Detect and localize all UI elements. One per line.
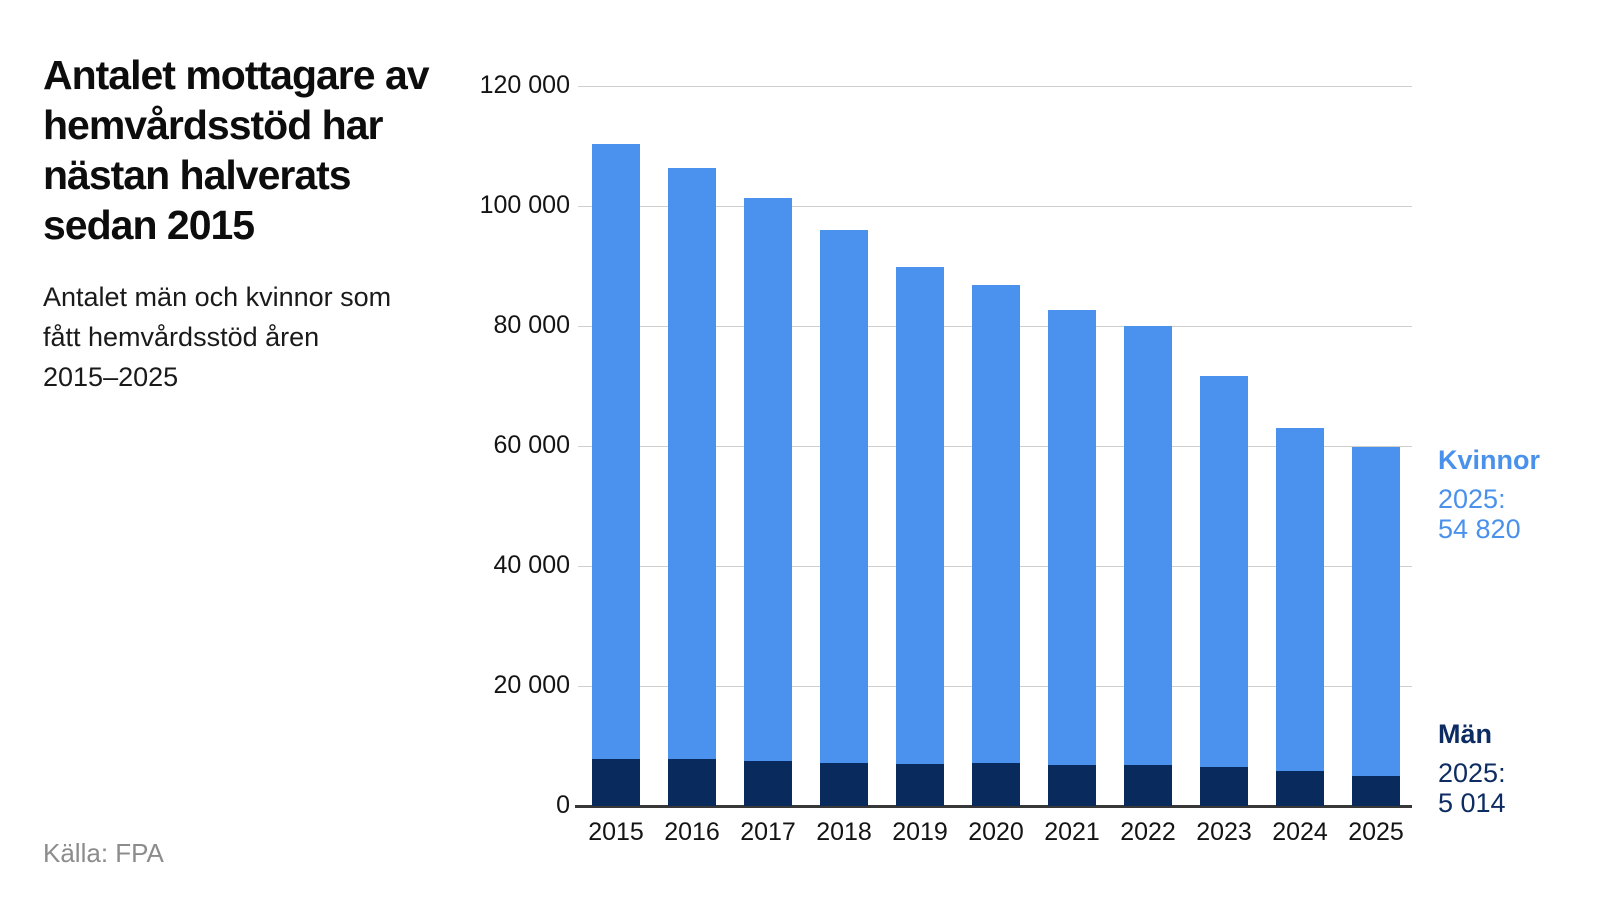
legend-man-value: 2025: 5 014: [1438, 758, 1506, 818]
bar-2024: [1276, 86, 1324, 806]
bar-2023-man-segment: [1200, 767, 1248, 806]
x-tick-label-2021: 2021: [1044, 818, 1100, 846]
bar-2019: [896, 86, 944, 806]
gridline-100000: [578, 205, 1412, 207]
bar-2015-man-segment: [592, 758, 640, 806]
x-tick-label-2015: 2015: [588, 818, 644, 846]
x-axis-line: [575, 805, 1412, 808]
bar-2022: [1124, 86, 1172, 806]
bar-2016-man-segment: [668, 758, 716, 806]
x-tick-label-2020: 2020: [968, 818, 1024, 846]
bar-2017-man-segment: [744, 761, 792, 806]
y-tick-label-100000: 100 000: [479, 190, 570, 219]
bar-2023-kvinnor-segment: [1200, 375, 1248, 767]
bar-2016: [668, 86, 716, 806]
y-tick-label-0: 0: [556, 790, 570, 819]
legend-man: Män 2025: 5 014: [1438, 718, 1506, 818]
chart-subtitle: Antalet män och kvinnor som fått hemvård…: [43, 282, 392, 392]
y-tick-label-120000: 120 000: [479, 70, 570, 99]
source-note: Källa: FPA: [43, 838, 164, 868]
bar-2024-kvinnor-segment: [1276, 428, 1324, 772]
bar-2023: [1200, 86, 1248, 806]
legend-man-label: Män: [1438, 719, 1492, 749]
x-tick-label-2024: 2024: [1272, 818, 1328, 846]
bar-2017: [744, 86, 792, 806]
x-tick-label-2022: 2022: [1120, 818, 1176, 846]
legend-kvinnor: Kvinnor 2025: 54 820: [1438, 444, 1540, 544]
bar-2015-kvinnor-segment: [592, 144, 640, 759]
bar-2016-kvinnor-segment: [668, 167, 716, 759]
y-tick-label-80000: 80 000: [493, 310, 570, 339]
bar-2022-kvinnor-segment: [1124, 326, 1172, 765]
legend-kvinnor-value: 2025: 54 820: [1438, 484, 1521, 544]
x-tick-label-2019: 2019: [892, 818, 948, 846]
gridline-120000: [578, 85, 1412, 87]
bar-2021-man-segment: [1048, 764, 1096, 806]
plot-area: [575, 85, 1412, 808]
bar-2025-kvinnor-segment: [1352, 447, 1400, 776]
bar-2018: [820, 86, 868, 806]
x-tick-label-2017: 2017: [740, 818, 796, 846]
y-tick-label-40000: 40 000: [493, 550, 570, 579]
bar-2021-kvinnor-segment: [1048, 309, 1096, 765]
bar-2020: [972, 86, 1020, 806]
chart-title: Antalet mottagare av hemvårdsstöd har nä…: [43, 52, 430, 248]
bar-2020-kvinnor-segment: [972, 285, 1020, 764]
y-axis-labels: 0 20 000 40 000 60 000 80 000 100 000 120 000: [420, 71, 570, 819]
bar-2021: [1048, 86, 1096, 806]
bar-2019-kvinnor-segment: [896, 267, 944, 764]
x-tick-label-2016: 2016: [664, 818, 720, 846]
bar-2025-man-segment: [1352, 775, 1400, 806]
x-tick-label-2023: 2023: [1196, 818, 1252, 846]
y-tick-label-20000: 20 000: [493, 670, 570, 699]
bar-2024-man-segment: [1276, 771, 1324, 806]
bar-2015: [592, 86, 640, 806]
x-tick-label-2025: 2025: [1348, 818, 1404, 846]
bar-2018-kvinnor-segment: [820, 230, 868, 763]
legend-kvinnor-label: Kvinnor: [1438, 445, 1541, 475]
y-tick-label-60000: 60 000: [493, 430, 570, 459]
x-axis-labels: 2015 2016 2017 2018 2019 2020 2021 2022 2023 2024…: [578, 818, 1412, 858]
bar-2022-man-segment: [1124, 764, 1172, 806]
bar-2017-kvinnor-segment: [744, 198, 792, 761]
x-tick-label-2018: 2018: [816, 818, 872, 846]
bar-2020-man-segment: [972, 763, 1020, 806]
bar-2025: [1352, 86, 1400, 806]
bar-2018-man-segment: [820, 762, 868, 806]
bar-2019-man-segment: [896, 764, 944, 806]
